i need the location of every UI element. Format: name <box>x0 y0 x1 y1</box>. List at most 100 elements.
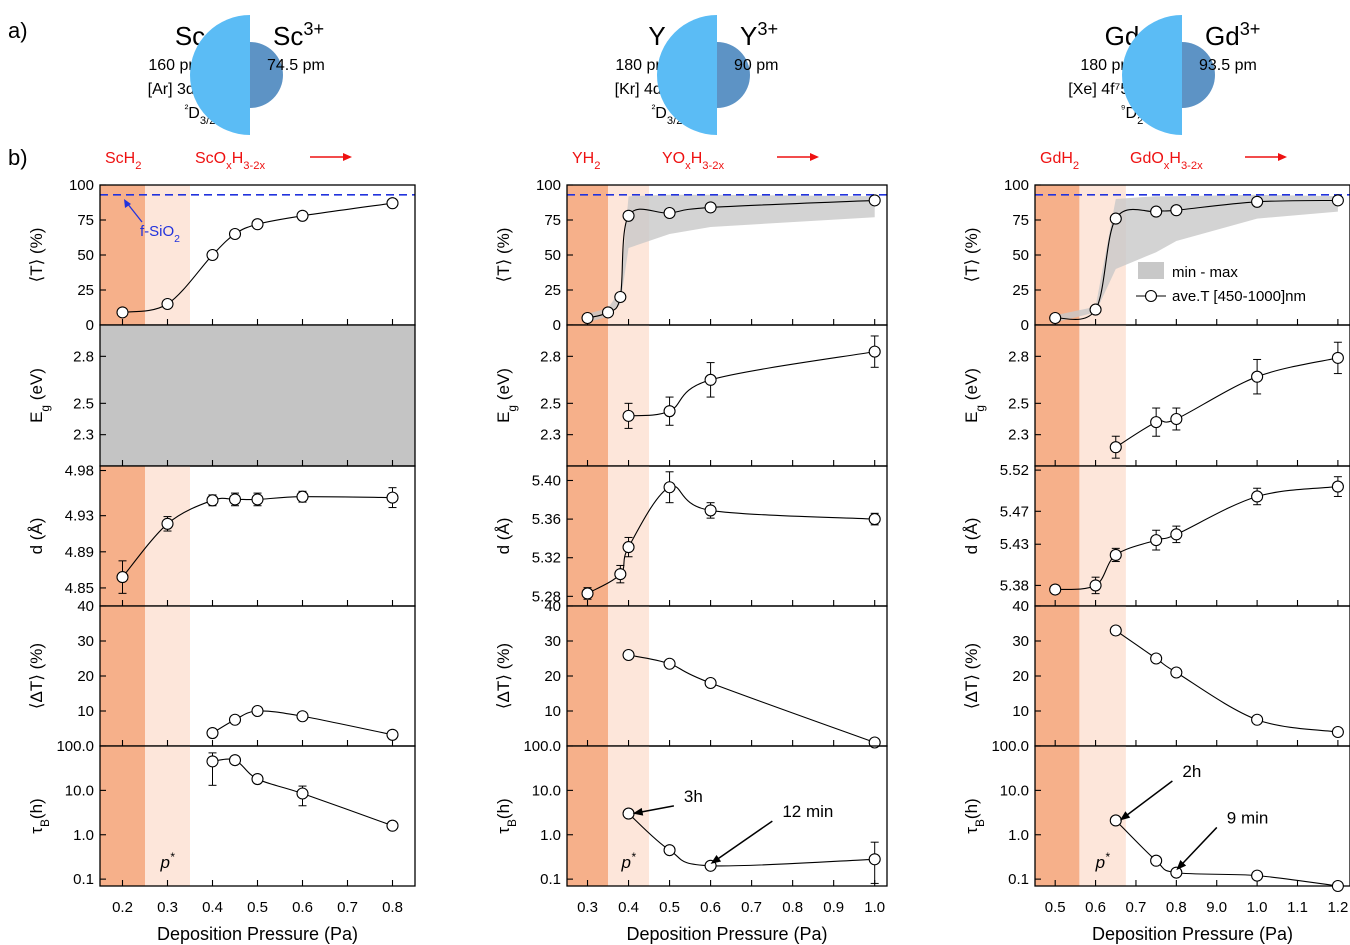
y-tick-label: 2.5 <box>540 395 561 412</box>
data-point <box>622 541 635 554</box>
row-T: 0 25 50 75 100 ⟨T⟩ (%) <box>27 177 416 334</box>
data-point <box>1331 480 1344 493</box>
x-tick-label: 0.8 <box>382 899 403 916</box>
x-tick-label: 0.3 <box>577 899 598 916</box>
x-tick-label: 0.5 <box>659 899 680 916</box>
data-point <box>1251 195 1264 208</box>
y-tick-label: 75 <box>1012 212 1029 229</box>
y-tick-label: 4.85 <box>65 580 94 597</box>
y-axis-label: d (Å) <box>494 518 513 555</box>
row-tau: 0.1 1.0 10.0 100.0 τB(h) 2h 9 min p* <box>962 738 1350 893</box>
oxyhydride-label: GdOxH3-2x <box>1130 150 1203 172</box>
axes-frame <box>566 745 888 887</box>
data-point <box>868 513 881 526</box>
legend-band-swatch <box>1138 262 1164 279</box>
hydride-label: GdH2 <box>1040 150 1079 172</box>
y-axis-label: Eg (eV) <box>962 368 987 423</box>
x-tick-label: 0.3 <box>157 899 178 916</box>
atom-half-disc <box>190 15 250 135</box>
data-point <box>663 405 676 418</box>
annotation-label: 9 min <box>1227 808 1269 827</box>
x-tick-label: 1.1 <box>1287 899 1308 916</box>
data-point <box>296 710 309 723</box>
y-tick-label: 5.38 <box>1000 577 1029 594</box>
data-point <box>1251 490 1264 503</box>
data-point <box>868 194 881 207</box>
legend-band-label: min - max <box>1172 264 1238 281</box>
data-point <box>601 306 615 319</box>
data-point <box>1150 205 1163 218</box>
y-tick-label: 10 <box>1012 703 1029 720</box>
hydride-zone <box>100 606 145 746</box>
data-point <box>251 704 264 718</box>
y-tick-label: 50 <box>77 247 94 264</box>
x-tick-label: 0.6 <box>292 899 313 916</box>
reference-arrow <box>126 202 143 223</box>
x-tick-label: 0.2 <box>112 899 133 916</box>
element-radius: 160 pm <box>148 57 201 74</box>
row-Eg: 2.3 2.5 2.8 Eg (eV) <box>494 324 888 467</box>
y-axis-label: Eg (eV) <box>494 368 519 423</box>
y-tick-label: 40 <box>1012 598 1029 615</box>
y-axis-label: d (Å) <box>27 518 46 555</box>
min-max-band <box>587 194 875 323</box>
y-tick-label: 2.5 <box>1008 395 1029 412</box>
y-tick-label: 5.28 <box>532 588 561 605</box>
data-point <box>1109 441 1122 454</box>
hydride-zone <box>1035 466 1080 606</box>
panel-label-a: a) <box>8 18 28 43</box>
hydride-zone <box>1035 325 1080 466</box>
hydride-label: YH2 <box>572 150 600 172</box>
y-axis-label: τB(h) <box>27 798 52 833</box>
data-point <box>1109 548 1122 561</box>
y-tick-label: 50 <box>1012 247 1029 264</box>
data-point <box>228 227 242 241</box>
y-tick-label: 100.0 <box>56 738 94 755</box>
hydride-zone <box>567 466 609 606</box>
row-dT: 10 20 30 40 ⟨ΔT⟩ (%) <box>962 598 1350 747</box>
data-point <box>622 409 635 422</box>
data-point <box>704 201 717 214</box>
annotation-label: 12 min <box>782 802 833 821</box>
hydride-label: ScH2 <box>105 150 141 172</box>
axes-frame <box>1034 745 1350 887</box>
data-point <box>386 197 399 210</box>
x-tick-label: 0.5 <box>1045 899 1066 916</box>
y-tick-label: 5.36 <box>532 511 561 528</box>
legend-line-label: ave.T [450-1000]nm <box>1172 288 1306 305</box>
x-tick-label: 1.0 <box>1247 899 1268 916</box>
y-axis-label: τB(h) <box>962 798 987 833</box>
p-star-label: p* <box>1095 850 1110 872</box>
data-point <box>1150 854 1163 867</box>
y-tick-label: 5.47 <box>1000 503 1029 520</box>
hydride-zone <box>1035 185 1080 325</box>
series-line <box>1115 357 1339 448</box>
y-tick-label: 2.5 <box>73 395 94 412</box>
y-tick-label: 75 <box>77 212 94 229</box>
y-axis-label: ⟨T⟩ (%) <box>27 228 46 283</box>
y-tick-label: 100 <box>69 177 94 194</box>
y-tick-label: 5.32 <box>532 550 561 567</box>
data-point <box>622 807 635 820</box>
data-point <box>228 493 242 506</box>
row-tau: 0.1 1.0 10.0 100.0 τB(h) 3h 12 min p* <box>494 738 888 888</box>
data-point <box>228 754 242 767</box>
y-tick-label: 0.1 <box>73 871 94 888</box>
element-radius: 180 pm <box>615 57 668 74</box>
data-point <box>581 587 594 600</box>
x-tick-label: 0.7 <box>741 899 762 916</box>
y-tick-label: 30 <box>1012 633 1029 650</box>
row-tau: 0.1 1.0 10.0 100.0 τB(h) p* <box>27 738 416 888</box>
row-dT: 10 20 30 40 ⟨ΔT⟩ (%) <box>494 598 888 749</box>
y-axis-label: Eg (eV) <box>27 368 52 423</box>
series-line <box>1115 630 1338 733</box>
row-Eg: 2.3 2.5 2.8 Eg (eV) <box>27 324 416 467</box>
y-tick-label: 30 <box>544 633 561 650</box>
transition-zone <box>608 466 650 606</box>
y-tick-label: 10.0 <box>532 782 561 799</box>
series-line <box>628 351 875 417</box>
x-axis-label: Deposition Pressure (Pa) <box>626 924 827 944</box>
y-tick-label: 2.8 <box>73 348 94 365</box>
min-max-band <box>1055 194 1338 323</box>
